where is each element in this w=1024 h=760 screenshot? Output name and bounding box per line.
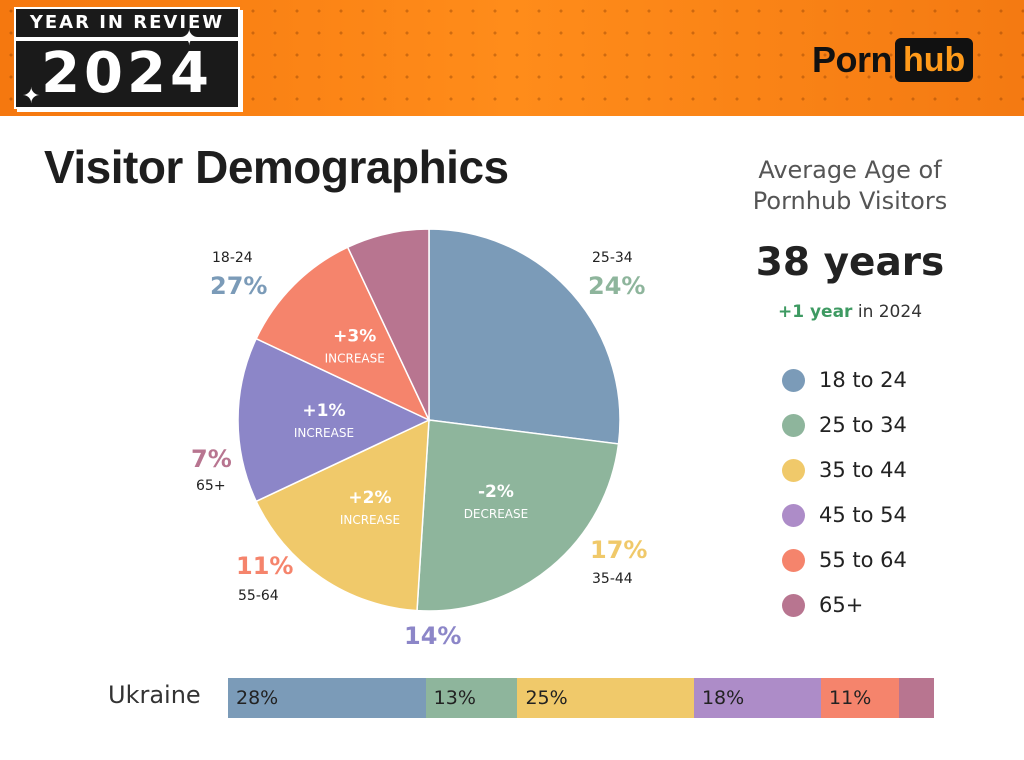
average-age-title-line2: Pornhub Visitors [752, 187, 948, 215]
pie-category-label: 18-24 [212, 250, 253, 266]
legend-label: 18 to 24 [819, 368, 907, 392]
ukraine-bar-segment: 18% [693, 678, 822, 718]
ukraine-bar-segment [898, 678, 934, 718]
average-age-title-line1: Average Age of [758, 156, 942, 184]
pie-slice-65plus [346, 228, 430, 421]
logo-text-left: Porn [812, 39, 893, 80]
header-banner: YEAR IN REVIEW 2024 ✦ ✦ Porn hub [0, 0, 1024, 116]
legend-label: 35 to 44 [819, 458, 907, 482]
pie-value-label: 11% [236, 552, 294, 580]
legend-label: 65+ [819, 593, 864, 617]
pie-value-label: 27% [210, 272, 268, 300]
page-title: Visitor Demographics [44, 141, 509, 193]
legend-label: 45 to 54 [819, 503, 907, 527]
legend-swatch [782, 413, 805, 437]
sparkle-icon: ✦ [180, 26, 199, 51]
site-logo: Porn hub [812, 38, 974, 82]
legend-label: 25 to 34 [819, 413, 907, 437]
ukraine-bar-segment: 13% [425, 678, 518, 718]
average-age-title: Average Age of Pornhub Visitors [716, 155, 984, 217]
pie-slice-55-64 [255, 246, 431, 422]
average-age-change-value: +1 year [777, 302, 853, 322]
legend-label: 55 to 64 [819, 548, 907, 572]
pie-slice-18-24 [428, 228, 621, 445]
legend-swatch [782, 503, 805, 527]
slice-change-value: +2% [348, 488, 391, 508]
pie-value-label: 7% [191, 445, 232, 473]
slice-change-text: DECREASE [464, 507, 529, 521]
pie-slice-45-54 [237, 337, 431, 503]
ukraine-bar-segment: 25% [517, 678, 694, 718]
year-in-review-badge: YEAR IN REVIEW [14, 7, 240, 39]
average-age-change: +1 year in 2024 [716, 302, 984, 322]
legend-item: 65+ [782, 593, 863, 617]
pie-category-label: 65+ [196, 478, 226, 494]
legend-item: 25 to 34 [782, 413, 907, 437]
slice-change-text: INCREASE [340, 513, 400, 527]
slice-change-value: +1% [302, 401, 345, 421]
slice-change-text: INCREASE [294, 426, 354, 440]
slice-change-value: +3% [333, 327, 376, 347]
legend-swatch [782, 593, 805, 617]
ukraine-stacked-bar: 28% 13% 25% 18% 11% [228, 678, 934, 718]
ukraine-label: Ukraine [108, 681, 201, 709]
ukraine-bar-segment: 11% [821, 678, 899, 718]
pie-category-label: 35-44 [592, 571, 633, 587]
slice-change-text: INCREASE [325, 352, 385, 366]
year-badge: 2024 [14, 39, 240, 109]
slice-change-value: -2% [478, 482, 514, 502]
legend-swatch [782, 548, 805, 572]
pie-value-label: 24% [588, 272, 646, 300]
sparkle-icon: ✦ [22, 84, 41, 109]
pie-category-label: 55-64 [238, 588, 279, 604]
pie-slice-35-44 [255, 418, 430, 612]
logo-text-right: hub [895, 38, 974, 82]
average-age-value: 38 years [755, 240, 945, 285]
pie-category-label: 25-34 [592, 250, 633, 266]
legend-item: 35 to 44 [782, 458, 907, 482]
legend-swatch [782, 458, 805, 482]
pie-value-label: 14% [404, 622, 462, 650]
pie-slice-25-34 [416, 419, 620, 612]
legend-item: 55 to 64 [782, 548, 907, 572]
legend-swatch [782, 368, 805, 392]
legend-item: 18 to 24 [782, 368, 907, 392]
legend-item: 45 to 54 [782, 503, 907, 527]
pie-value-label: 17% [590, 536, 648, 564]
ukraine-bar-segment: 28% [228, 678, 426, 718]
average-age-change-suffix: in 2024 [857, 302, 923, 322]
